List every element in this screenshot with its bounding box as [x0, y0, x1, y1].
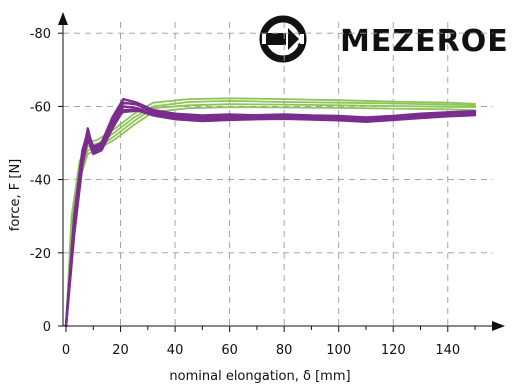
purple-series-line	[64, 109, 477, 328]
purple-series-line	[64, 108, 477, 328]
x-tick-label: 60	[221, 343, 238, 358]
x-tick-label: 0	[62, 343, 70, 358]
brand-name: MEZEROE	[340, 24, 509, 59]
green-series-line	[65, 97, 476, 327]
green-series-line	[65, 100, 476, 327]
y-tick-label: -60	[30, 100, 51, 115]
x-tick-label: 20	[112, 343, 129, 358]
y-axis-arrow	[58, 12, 68, 25]
x-tick-label: 80	[276, 343, 293, 358]
x-tick-label: 40	[167, 343, 184, 358]
brand-logo-icon	[259, 15, 307, 63]
green-series-line	[65, 103, 476, 327]
y-tick-label: -80	[30, 27, 51, 42]
purple-series-line	[64, 101, 477, 328]
data-series	[64, 97, 477, 328]
x-axis-arrow	[492, 321, 505, 331]
y-tick-label: -20	[30, 247, 51, 262]
brand-logo: MEZEROE	[259, 15, 509, 63]
axes	[58, 12, 505, 331]
grid	[63, 22, 493, 326]
y-tick-label: -40	[30, 174, 51, 189]
x-tick-label: 140	[435, 343, 460, 358]
y-tick-label: 0	[43, 320, 51, 335]
purple-series-line	[64, 105, 477, 328]
purple-series-line	[64, 97, 477, 328]
x-tick-label: 100	[326, 343, 351, 358]
x-axis-label: nominal elongation, δ [mm]	[169, 369, 350, 384]
y-axis-label: force, F [N]	[8, 159, 23, 231]
tick-labels: 0 20 40 60 80 100 120 140 0 -20 -40 -60 -80	[30, 27, 476, 358]
green-series-line	[65, 106, 476, 327]
x-tick-label: 120	[381, 343, 406, 358]
